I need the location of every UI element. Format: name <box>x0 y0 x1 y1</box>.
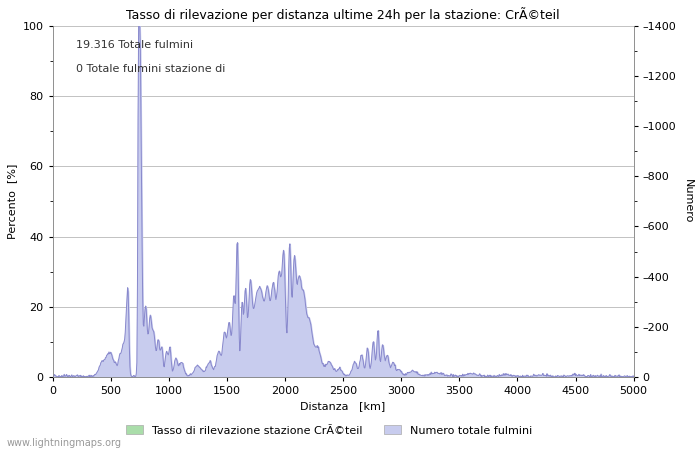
X-axis label: Distanza   [km]: Distanza [km] <box>300 401 386 412</box>
Y-axis label: Numero: Numero <box>683 179 693 224</box>
Legend: Tasso di rilevazione stazione CrÃ©teil, Numero totale fulmini: Tasso di rilevazione stazione CrÃ©teil, … <box>122 421 536 440</box>
Y-axis label: Percento  [%]: Percento [%] <box>7 164 17 239</box>
Text: 0 Totale fulmini stazione di: 0 Totale fulmini stazione di <box>76 64 225 75</box>
Text: 19.316 Totale fulmini: 19.316 Totale fulmini <box>76 40 193 50</box>
Text: www.lightningmaps.org: www.lightningmaps.org <box>7 438 122 448</box>
Title: Tasso di rilevazione per distanza ultime 24h per la stazione: CrÃ©teil: Tasso di rilevazione per distanza ultime… <box>126 7 560 22</box>
